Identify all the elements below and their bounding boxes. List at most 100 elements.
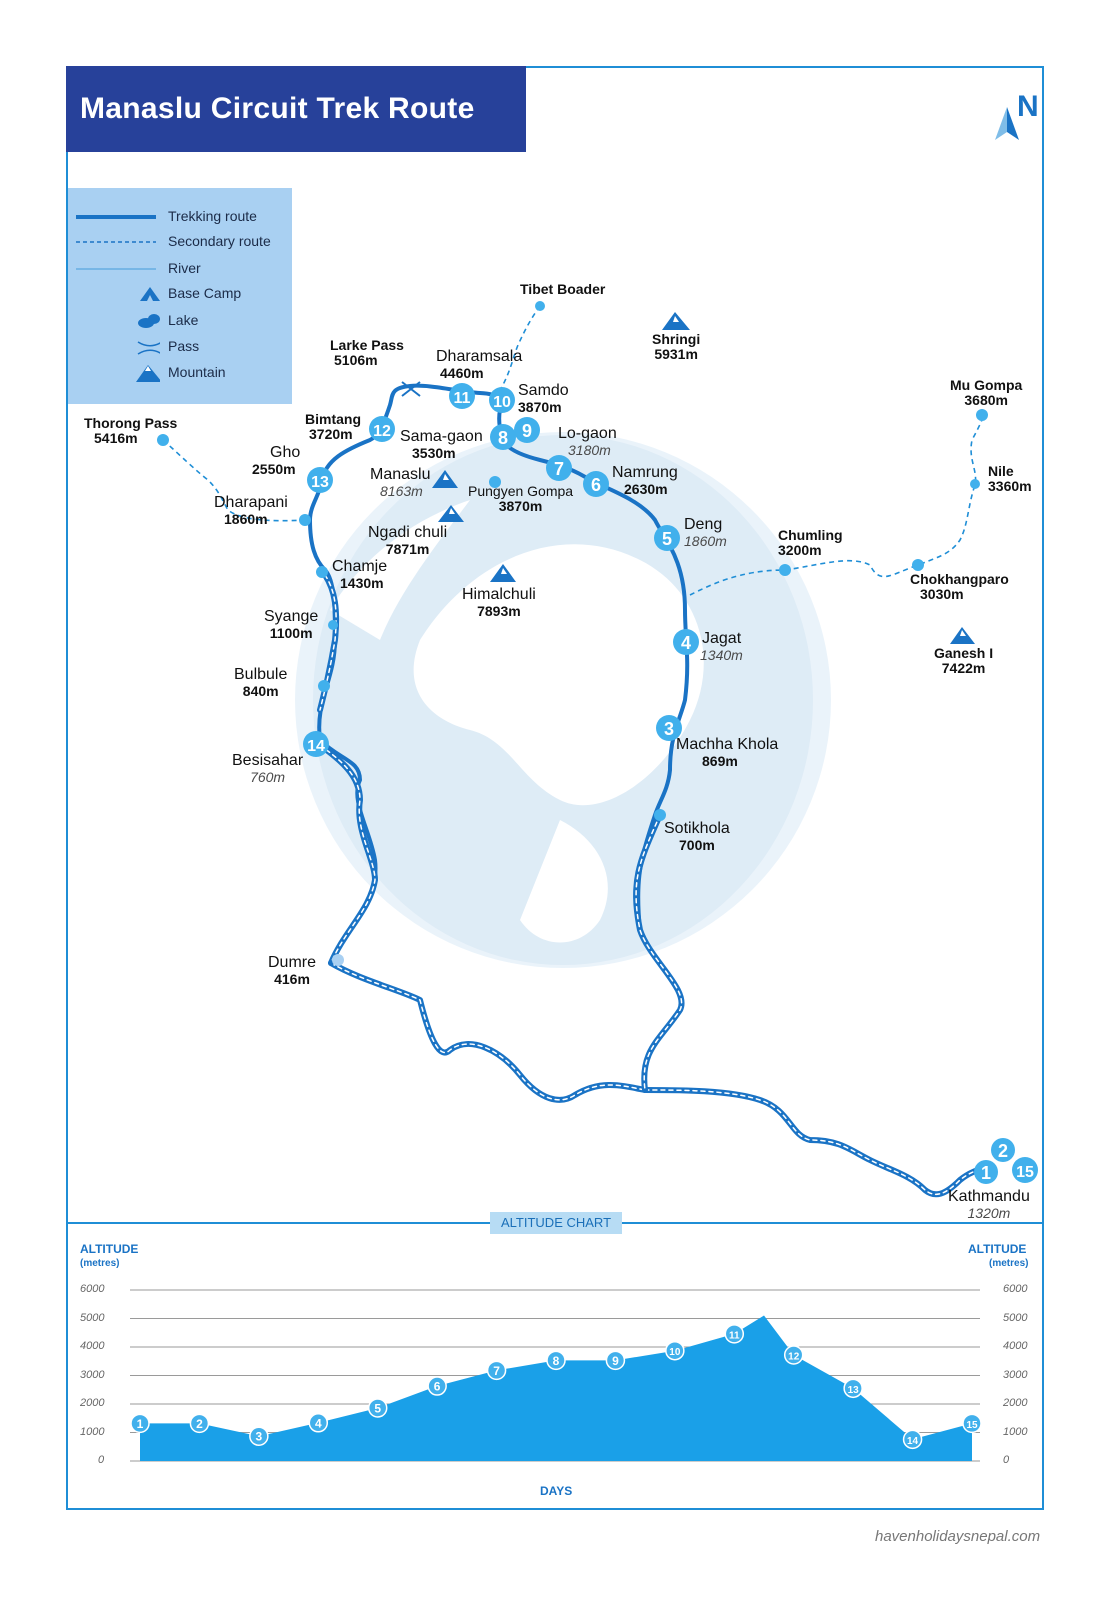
chart-point-label: 2 bbox=[196, 1417, 203, 1431]
chart-point bbox=[189, 1413, 210, 1434]
chart-point-label: 5 bbox=[374, 1401, 381, 1415]
secondary-route-thorong bbox=[162, 439, 306, 522]
label-besisahar: Besisahar 760m bbox=[232, 752, 304, 785]
label-thorong-pass: Thorong Pass 5416m bbox=[84, 415, 178, 447]
chart-point-label: 10 bbox=[669, 1347, 681, 1358]
legend-item-lake: Lake bbox=[68, 308, 292, 334]
day-marker: 8 bbox=[490, 424, 516, 450]
north-label: N bbox=[1017, 90, 1039, 123]
day-marker: 11 bbox=[449, 383, 475, 409]
waypoint-chamje bbox=[316, 566, 328, 578]
chart-day-marker: 13 bbox=[843, 1378, 863, 1399]
label-lo-gaon: Lo-gaon 3180m bbox=[558, 425, 617, 458]
label-chokhangparo: Chokhangparo 3030m bbox=[910, 571, 1009, 603]
legend-item-mountain: Mountain bbox=[68, 360, 292, 386]
map-frame bbox=[66, 66, 1044, 1510]
y-tick-right: 5000 bbox=[1003, 1311, 1028, 1324]
chart-point bbox=[902, 1429, 923, 1450]
waypoint-nile bbox=[970, 479, 980, 489]
legend: Trekking route Secondary route River Bas… bbox=[68, 188, 292, 404]
chart-day-marker: 7 bbox=[486, 1360, 507, 1381]
label-himalchuli: Himalchuli 7893m bbox=[462, 586, 536, 619]
chart-point bbox=[367, 1398, 388, 1418]
chart-point-label: 11 bbox=[729, 1330, 740, 1341]
label-chumling: Chumling 3200m bbox=[778, 527, 843, 559]
label-shringi: Shringi 5931m bbox=[652, 331, 701, 363]
chart-point-label: 9 bbox=[612, 1354, 619, 1368]
day-marker: 12 bbox=[369, 416, 395, 442]
route-road-left-inner bbox=[330, 962, 646, 1101]
label-ngadi-chuli: Ngadi chuli 7871m bbox=[368, 524, 448, 557]
pass-icon bbox=[401, 381, 421, 397]
lake-icon bbox=[138, 314, 160, 328]
chart-point bbox=[605, 1350, 626, 1371]
label-larke-pass: Larke Pass 5106m bbox=[330, 337, 404, 369]
legend-item-river: River bbox=[68, 256, 292, 282]
label-manaslu: Manaslu 8163m bbox=[370, 466, 431, 499]
chart-day-marker: 2 bbox=[189, 1413, 210, 1434]
left-axis-title: ALTITUDE bbox=[80, 1242, 139, 1256]
waypoint-dumre bbox=[332, 954, 344, 966]
label-chamje: Chamje 1430m bbox=[332, 558, 388, 591]
day-markers: 1 2 15 3 4 5 6 7 8 9 10 11 12 13 14 bbox=[303, 383, 1038, 1184]
y-tick-left: 2000 bbox=[80, 1397, 105, 1409]
label-dharapani: Dharapani 1860m bbox=[214, 494, 288, 527]
label-dumre: Dumre 416m bbox=[268, 954, 317, 987]
x-axis-label: DAYS bbox=[540, 1484, 573, 1498]
label-bimtang: Bimtang 3720m bbox=[305, 411, 361, 443]
waypoint-mu-gompa bbox=[976, 409, 988, 421]
mountain-icon bbox=[136, 365, 160, 382]
day-marker: 4 bbox=[673, 629, 699, 655]
chart-day-marker: 9 bbox=[605, 1350, 626, 1371]
day-marker: 7 bbox=[546, 455, 572, 481]
label-sotikhola: Sotikhola 700m bbox=[664, 820, 730, 853]
pass-icon bbox=[137, 341, 160, 355]
chart-point-label: 12 bbox=[788, 1351, 800, 1362]
title-bar bbox=[66, 66, 526, 152]
secondary-route-line-icon bbox=[76, 241, 156, 243]
svg-text:1: 1 bbox=[981, 1163, 991, 1183]
route-road-besisahar-inner bbox=[319, 744, 376, 964]
waypoint-pungyen bbox=[489, 476, 501, 488]
svg-text:4: 4 bbox=[681, 633, 691, 653]
day-marker: 10 bbox=[489, 387, 515, 413]
day-marker: 3 bbox=[656, 715, 682, 741]
svg-text:13: 13 bbox=[311, 474, 329, 491]
chart-day-marker: 6 bbox=[427, 1376, 447, 1396]
waypoint-dharapani bbox=[299, 514, 311, 526]
y-tick-left: 4000 bbox=[80, 1340, 105, 1352]
route-road-sotikhola-inner bbox=[635, 814, 683, 1091]
waypoint-thorong-pass bbox=[157, 434, 169, 446]
day-marker: 15 bbox=[1012, 1157, 1038, 1183]
secondary-route-tibet bbox=[496, 305, 541, 396]
label-sama-gaon: Sama-gaon 3530m bbox=[400, 428, 483, 461]
chart-point bbox=[665, 1340, 685, 1361]
label-mu-gompa: Mu Gompa 3680m bbox=[950, 377, 1023, 409]
waypoint-bulbule bbox=[318, 680, 330, 692]
chart-point-label: 8 bbox=[553, 1354, 560, 1368]
legend-item-base-camp: Base Camp bbox=[68, 281, 292, 307]
chart-day-marker: 15 bbox=[962, 1413, 982, 1434]
svg-text:12: 12 bbox=[373, 423, 391, 440]
chart-point bbox=[308, 1413, 329, 1433]
svg-text:9: 9 bbox=[522, 421, 532, 441]
chart-day-marker: 10 bbox=[665, 1340, 685, 1361]
svg-text:15: 15 bbox=[1016, 1164, 1034, 1181]
waypoint-chumling bbox=[779, 564, 791, 576]
waypoint-dots bbox=[157, 301, 988, 966]
day-marker: 1 bbox=[974, 1160, 998, 1184]
label-deng: Deng 1860m bbox=[684, 516, 727, 549]
y-tick-right: 2000 bbox=[1003, 1397, 1028, 1409]
waypoint-syange bbox=[328, 620, 338, 630]
chart-point bbox=[546, 1350, 566, 1371]
label-kathmandu: Kathmandu 1320m bbox=[948, 1188, 1030, 1221]
altitude-chart-badge: ALTITUDE CHART bbox=[490, 1212, 622, 1234]
label-bulbule: Bulbule 840m bbox=[234, 666, 288, 699]
y-tick-left: 6000 bbox=[80, 1283, 105, 1295]
chart-point-label: 6 bbox=[434, 1380, 441, 1394]
svg-text:11: 11 bbox=[454, 390, 471, 407]
right-axis-title: ALTITUDE bbox=[968, 1242, 1027, 1256]
chart-point-label: 15 bbox=[966, 1420, 978, 1431]
